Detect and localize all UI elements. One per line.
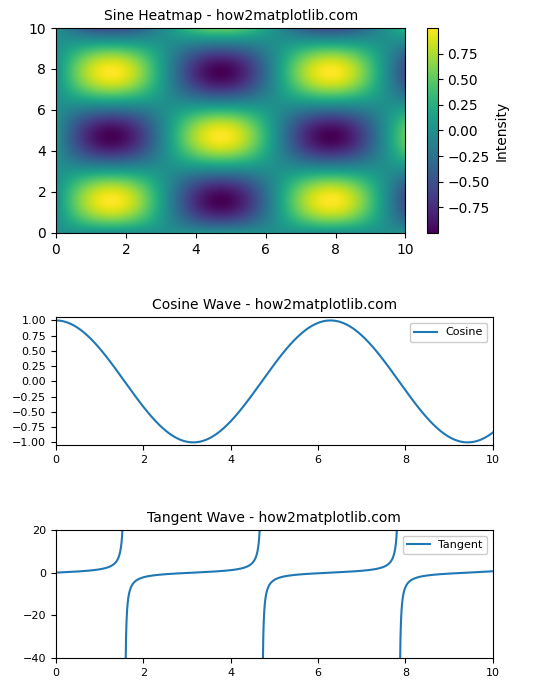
Title: Tangent Wave - how2matplotlib.com: Tangent Wave - how2matplotlib.com	[147, 510, 402, 524]
Cosine	[394, 374, 400, 383]
Tangent	[489, 567, 496, 575]
Cosine	[230, 414, 236, 423]
Title: Sine Heatmap - how2matplotlib.com: Sine Heatmap - how2matplotlib.com	[104, 8, 358, 22]
Line: Cosine: Cosine	[56, 321, 493, 442]
Cosine	[190, 438, 197, 447]
Legend: Tangent: Tangent	[403, 536, 487, 554]
Tangent	[79, 567, 86, 575]
Tangent	[55, 568, 62, 577]
Tangent	[53, 568, 59, 577]
Tangent	[266, 580, 273, 589]
Cosine	[353, 327, 360, 335]
Legend: Cosine: Cosine	[410, 323, 487, 342]
Tangent	[466, 568, 473, 577]
Tangent	[71, 568, 77, 576]
Cosine	[489, 428, 496, 437]
Title: Cosine Wave - how2matplotlib.com: Cosine Wave - how2matplotlib.com	[152, 298, 397, 312]
Cosine	[402, 386, 408, 394]
Tangent	[138, 573, 145, 582]
Cosine	[53, 316, 59, 325]
Cosine	[245, 395, 252, 403]
Line: Tangent: Tangent	[56, 363, 493, 700]
Y-axis label: Intensity: Intensity	[495, 100, 509, 160]
Cosine	[97, 345, 104, 354]
